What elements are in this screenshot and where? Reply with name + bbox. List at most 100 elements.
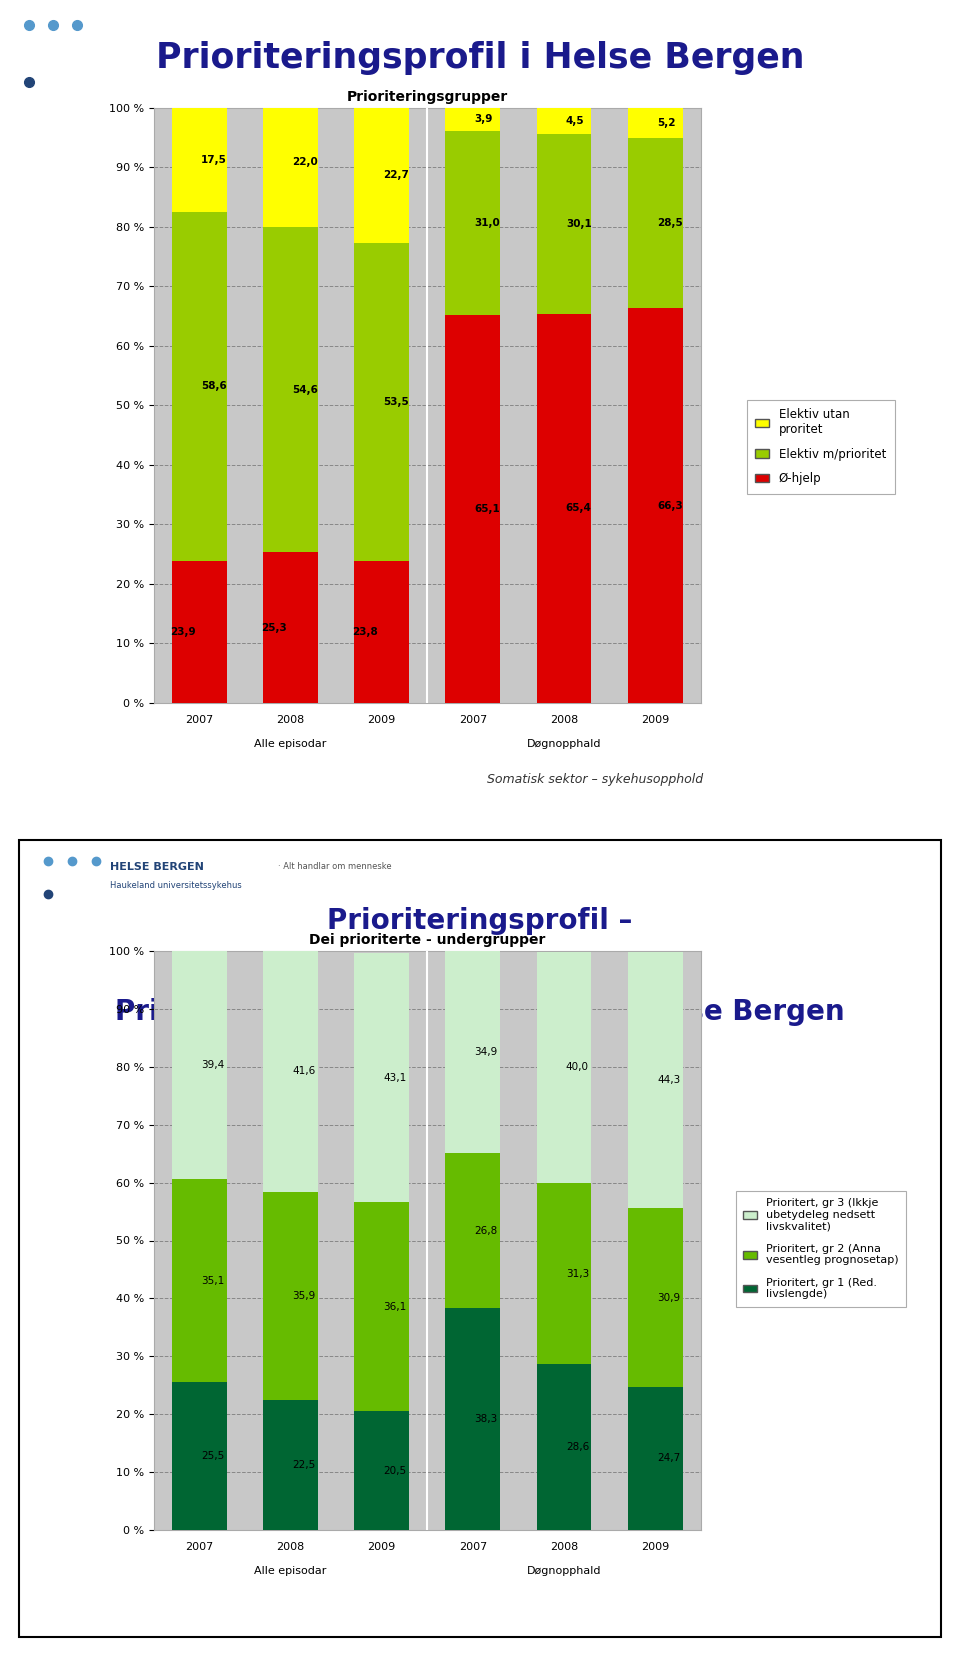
Text: 28,5: 28,5 (657, 218, 683, 228)
Text: 43,1: 43,1 (383, 1072, 407, 1082)
Bar (354, 1411, 409, 1530)
Bar (354, 1202, 409, 1411)
Text: 26,8: 26,8 (474, 1226, 498, 1236)
Bar (172, 1383, 227, 1530)
Bar (172, 951, 227, 1179)
Text: 23,9: 23,9 (170, 627, 196, 637)
Text: 24,7: 24,7 (657, 1454, 681, 1464)
Text: 40,0: 40,0 (565, 1062, 588, 1072)
Text: 22,5: 22,5 (292, 1460, 316, 1470)
Title: Prioriteringsgrupper: Prioriteringsgrupper (347, 89, 508, 104)
Text: 23,8: 23,8 (352, 627, 378, 637)
Bar (354, 953, 409, 1202)
Text: 2008: 2008 (276, 715, 304, 724)
Bar (537, 314, 591, 703)
Text: 20,5: 20,5 (383, 1465, 406, 1475)
Text: 2009: 2009 (641, 1542, 669, 1551)
Bar (445, 951, 500, 1153)
Text: Alle episodar: Alle episodar (254, 1566, 326, 1576)
Text: Alle episodar: Alle episodar (254, 739, 326, 749)
Text: 2007: 2007 (185, 715, 213, 724)
Bar (628, 308, 683, 703)
Text: 22,7: 22,7 (383, 170, 409, 180)
Bar (445, 1153, 500, 1308)
Text: 25,3: 25,3 (261, 622, 287, 632)
Bar (537, 1365, 591, 1530)
Bar (628, 1388, 683, 1530)
Text: 2009: 2009 (368, 715, 396, 724)
Bar (172, 1179, 227, 1383)
Text: 2007: 2007 (459, 1542, 487, 1551)
Text: 35,1: 35,1 (201, 1275, 225, 1285)
Bar (263, 96, 318, 227)
Text: 39,4: 39,4 (201, 1060, 225, 1070)
Text: 31,3: 31,3 (565, 1269, 589, 1279)
Bar (263, 1399, 318, 1530)
Bar (354, 561, 409, 703)
Text: 22,0: 22,0 (292, 157, 318, 167)
Bar (263, 1193, 318, 1399)
Bar (354, 108, 409, 243)
Text: 36,1: 36,1 (383, 1302, 407, 1312)
Bar (537, 951, 591, 1183)
Bar (445, 108, 500, 131)
Text: 54,6: 54,6 (292, 385, 318, 395)
Text: Prioriterte somatiske pasienter i Helse Bergen: Prioriterte somatiske pasienter i Helse … (115, 997, 845, 1025)
Text: 2008: 2008 (550, 1542, 578, 1551)
Text: Prioriteringsprofil i Helse Bergen: Prioriteringsprofil i Helse Bergen (156, 41, 804, 74)
Text: Tidstrend somatikk: Tidstrend somatikk (291, 147, 669, 182)
Text: 44,3: 44,3 (657, 1075, 681, 1085)
Text: 5,2: 5,2 (657, 117, 676, 127)
Bar (628, 951, 683, 1207)
Text: 2008: 2008 (276, 1542, 304, 1551)
Bar (263, 552, 318, 703)
Text: Prioriteringsprofil –: Prioriteringsprofil – (327, 906, 633, 935)
Bar (445, 1308, 500, 1530)
Text: · Alt handlar om menneske: · Alt handlar om menneske (278, 862, 392, 872)
Bar (628, 108, 683, 139)
Bar (172, 561, 227, 703)
Text: 66,3: 66,3 (657, 501, 683, 511)
Bar (263, 227, 318, 552)
Text: 30,1: 30,1 (565, 218, 591, 228)
Legend: Prioritert, gr 3 (Ikkje
ubetydeleg nedsett
livskvalitet), Prioritert, gr 2 (Anna: Prioritert, gr 3 (Ikkje ubetydeleg nedse… (735, 1191, 906, 1307)
Text: 17,5: 17,5 (201, 154, 227, 165)
Text: 34,9: 34,9 (474, 1047, 498, 1057)
Bar (445, 131, 500, 316)
Text: 30,9: 30,9 (657, 1292, 680, 1302)
Text: 58,6: 58,6 (201, 380, 227, 392)
Text: 2009: 2009 (368, 1542, 396, 1551)
Text: 2009: 2009 (641, 715, 669, 724)
Text: Haukeland universitetssykehus: Haukeland universitetssykehus (110, 882, 242, 890)
Text: Døgnopphald: Døgnopphald (527, 739, 601, 749)
Bar (172, 108, 227, 212)
Text: 4,5: 4,5 (565, 116, 585, 126)
Bar (537, 1183, 591, 1365)
Bar (445, 316, 500, 703)
Bar (537, 134, 591, 314)
Text: 38,3: 38,3 (474, 1414, 498, 1424)
Text: 3,9: 3,9 (474, 114, 493, 124)
Text: Døgnopphald: Døgnopphald (527, 1566, 601, 1576)
Text: 65,1: 65,1 (474, 504, 500, 514)
Bar (263, 951, 318, 1193)
Legend: Elektiv utan
proritet, Elektiv m/prioritet, Ø-hjelp: Elektiv utan proritet, Elektiv m/priorit… (747, 400, 895, 493)
Bar (537, 108, 591, 134)
Text: HELSE BERGEN: HELSE BERGEN (110, 862, 204, 872)
Title: Dei prioriterte - undergrupper: Dei prioriterte - undergrupper (309, 933, 545, 948)
Text: 2008: 2008 (550, 715, 578, 724)
Bar (628, 1207, 683, 1388)
Text: 53,5: 53,5 (383, 397, 409, 407)
Text: 65,4: 65,4 (565, 503, 591, 513)
Text: 2007: 2007 (185, 1542, 213, 1551)
Text: 25,5: 25,5 (201, 1451, 225, 1460)
Text: 31,0: 31,0 (474, 218, 500, 228)
Text: 41,6: 41,6 (292, 1067, 316, 1077)
Bar (628, 139, 683, 308)
Bar (354, 243, 409, 561)
Text: 28,6: 28,6 (565, 1442, 589, 1452)
Bar (172, 212, 227, 561)
Text: 2007: 2007 (459, 715, 487, 724)
Text: 35,9: 35,9 (292, 1290, 316, 1300)
Text: Somatisk sektor – sykehusopphold: Somatisk sektor – sykehusopphold (487, 772, 704, 786)
